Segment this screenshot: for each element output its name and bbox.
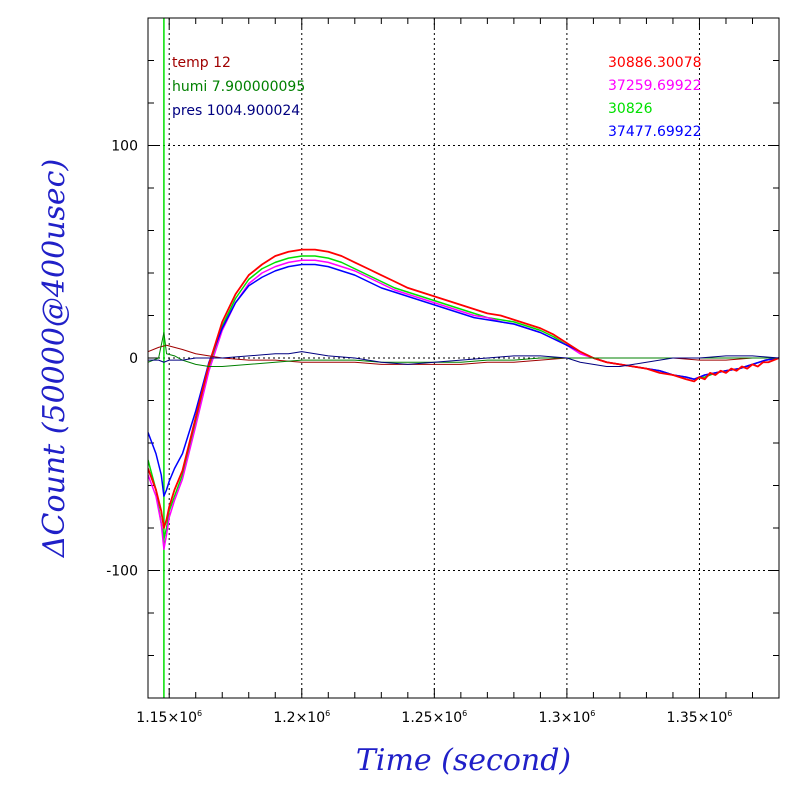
series-line-6 <box>148 351 779 367</box>
legend-right: 30886.30078 37259.69922 30826 37477.69922 <box>608 55 702 140</box>
x-tick-labels: 1.15×106 1.2×106 1.25×106 1.3×106 1.35×106 <box>136 709 732 726</box>
series-line-3 <box>148 248 779 529</box>
series-line-1 <box>148 259 779 550</box>
x-tick-label: 1.2×106 <box>273 709 330 726</box>
series-group <box>148 18 779 698</box>
y-tick-label: 0 <box>129 351 138 367</box>
y-tick-label: -100 <box>106 564 138 580</box>
series-line-4 <box>148 344 779 365</box>
legend-right-entry: 30826 <box>608 101 653 117</box>
plot-frame <box>147 17 780 699</box>
axis-ticks <box>148 17 780 699</box>
legend-left-entry: pres 1004.900024 <box>172 103 300 119</box>
x-axis-title: Time (second) <box>356 743 571 778</box>
series-line-0 <box>148 255 779 540</box>
x-tick-label: 1.3×106 <box>538 709 595 726</box>
series-line-2 <box>148 263 779 497</box>
legend-left-entry: humi 7.900000095 <box>172 79 305 95</box>
legend-right-entry: 37477.69922 <box>608 124 702 140</box>
legend-right-entry: 30886.30078 <box>608 55 702 71</box>
y-tick-label: 100 <box>111 139 138 155</box>
y-axis-title: ΔCount (50000@400usec) <box>37 159 72 558</box>
x-tick-label: 1.15×106 <box>136 709 202 726</box>
x-tick-label: 1.25×106 <box>401 709 467 726</box>
legend-left: temp 12 humi 7.900000095 pres 1004.900024 <box>172 55 305 119</box>
x-tick-label: 1.35×106 <box>667 709 733 726</box>
legend-right-entry: 37259.69922 <box>608 78 702 94</box>
legend-left-entry: temp 12 <box>172 55 231 71</box>
y-tick-labels: 100 0 -100 <box>106 139 138 580</box>
series-line-5 <box>148 332 779 367</box>
